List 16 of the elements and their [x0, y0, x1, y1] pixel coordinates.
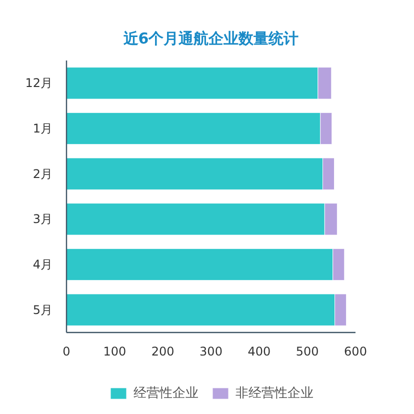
legend-label: 经营性企业 [134, 385, 198, 402]
x-tick-label: 100 [103, 344, 126, 358]
x-tick-label: 200 [151, 344, 174, 358]
y-tick-label: 1月 [32, 122, 53, 136]
x-tick-label: 300 [200, 344, 222, 358]
y-tick-label: 2月 [32, 166, 53, 181]
y-tick-label: 3月 [32, 212, 53, 226]
chart-title: 近6个月通航企业数量统计 [122, 30, 299, 48]
y-tick-label: 12月 [25, 76, 53, 90]
x-tick-label: 400 [248, 344, 271, 358]
x-tick-label: 500 [296, 344, 319, 358]
y-tick-label: 4月 [32, 258, 53, 272]
x-tick-label: 600 [344, 344, 367, 358]
y-tick-label: 5月 [32, 302, 53, 317]
legend-label: 非经营性企业 [236, 385, 314, 402]
x-tick-label: 0 [62, 344, 70, 358]
